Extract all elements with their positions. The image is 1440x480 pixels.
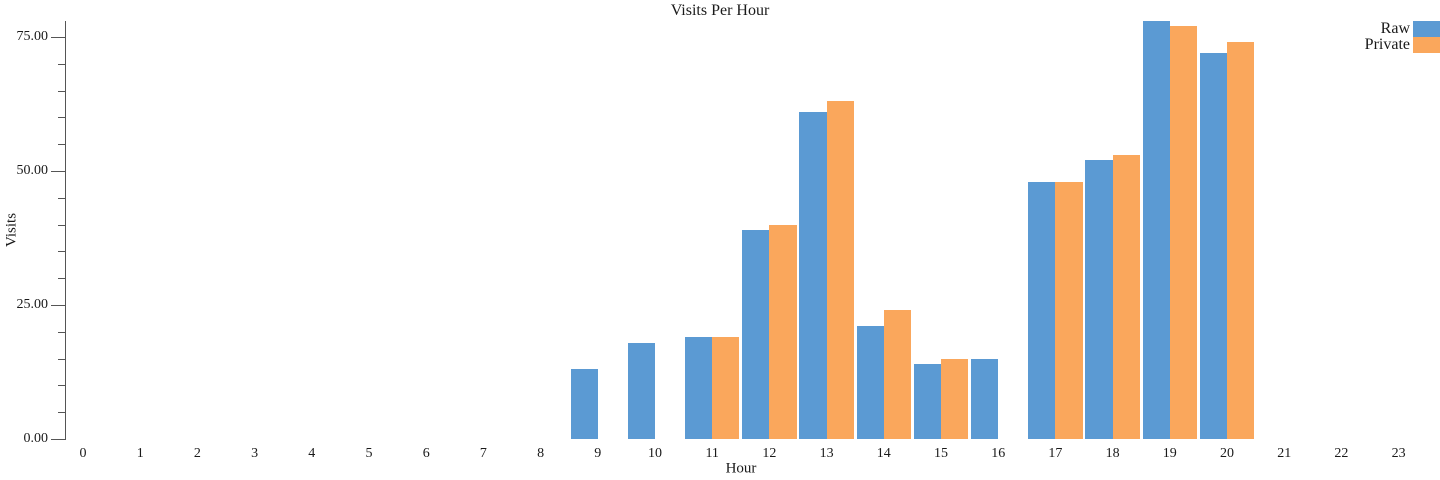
y-minor-tick bbox=[58, 198, 65, 199]
bar-private-hour-12 bbox=[769, 224, 797, 439]
x-tick-label: 2 bbox=[193, 446, 201, 461]
x-tick-label: 11 bbox=[705, 446, 719, 461]
y-minor-tick bbox=[58, 64, 65, 65]
x-tick-label: 3 bbox=[251, 446, 259, 461]
y-minor-tick bbox=[58, 332, 65, 333]
bar-raw-hour-16 bbox=[971, 358, 999, 439]
bar-private-hour-20 bbox=[1227, 42, 1255, 439]
y-minor-tick bbox=[58, 225, 65, 226]
x-tick-label: 7 bbox=[479, 446, 487, 461]
bar-raw-hour-14 bbox=[856, 326, 884, 439]
bar-raw-hour-15 bbox=[913, 364, 941, 439]
x-tick-label: 14 bbox=[876, 446, 891, 461]
bar-raw-hour-19 bbox=[1142, 20, 1170, 439]
bar-private-hour-14 bbox=[883, 310, 911, 439]
y-tick-label: 50.00 bbox=[16, 163, 49, 178]
x-tick-label: 12 bbox=[762, 446, 777, 461]
x-tick-label: 23 bbox=[1391, 446, 1406, 461]
x-axis-title: Hour bbox=[725, 460, 757, 477]
bar-raw-hour-18 bbox=[1085, 160, 1113, 439]
y-minor-tick bbox=[58, 359, 65, 360]
y-axis-title: Visits bbox=[3, 212, 20, 248]
x-tick-label: 1 bbox=[136, 446, 144, 461]
x-tick-label: 16 bbox=[991, 446, 1006, 461]
bar-raw-hour-20 bbox=[1199, 53, 1227, 439]
x-tick-label: 19 bbox=[1162, 446, 1177, 461]
x-tick-label: 22 bbox=[1334, 446, 1349, 461]
bar-private-hour-11 bbox=[712, 337, 740, 439]
x-tick-label: 9 bbox=[594, 446, 602, 461]
legend-item-private: Private bbox=[1365, 37, 1440, 53]
y-major-tick bbox=[51, 171, 65, 172]
x-tick-label: 4 bbox=[308, 446, 316, 461]
x-tick-label: 0 bbox=[79, 446, 87, 461]
bar-raw-hour-11 bbox=[685, 337, 713, 439]
bar-raw-hour-9 bbox=[570, 369, 598, 439]
bar-raw-hour-17 bbox=[1028, 181, 1056, 439]
bar-private-hour-19 bbox=[1169, 26, 1197, 439]
legend: Raw Private bbox=[1365, 21, 1440, 53]
y-minor-tick bbox=[58, 251, 65, 252]
y-minor-tick bbox=[58, 91, 65, 92]
x-tick-label: 20 bbox=[1220, 446, 1234, 461]
x-tick-label: 10 bbox=[648, 446, 662, 461]
y-minor-tick bbox=[58, 278, 65, 279]
legend-item-raw: Raw bbox=[1365, 21, 1440, 37]
y-axis-line bbox=[65, 21, 66, 440]
legend-label: Raw bbox=[1380, 20, 1410, 37]
legend-label: Private bbox=[1364, 36, 1410, 53]
x-tick-label: 6 bbox=[422, 446, 430, 461]
bar-private-hour-18 bbox=[1112, 154, 1140, 439]
bar-private-hour-15 bbox=[941, 358, 969, 439]
y-minor-tick bbox=[58, 144, 65, 145]
y-minor-tick bbox=[58, 412, 65, 413]
x-tick-label: 15 bbox=[934, 446, 948, 461]
y-minor-tick bbox=[58, 385, 65, 386]
y-major-tick bbox=[51, 37, 65, 38]
y-minor-tick bbox=[58, 117, 65, 118]
legend-swatch-private bbox=[1413, 37, 1440, 53]
y-major-tick bbox=[51, 305, 65, 306]
bar-raw-hour-12 bbox=[742, 230, 770, 439]
y-major-tick bbox=[51, 439, 65, 440]
y-tick-label: 0.00 bbox=[23, 431, 49, 446]
x-tick-label: 5 bbox=[365, 446, 373, 461]
x-tick-label: 8 bbox=[537, 446, 545, 461]
x-tick-label: 18 bbox=[1105, 446, 1120, 461]
x-tick-label: 13 bbox=[819, 446, 834, 461]
legend-swatch-raw bbox=[1413, 21, 1440, 37]
x-tick-label: 21 bbox=[1277, 446, 1292, 461]
bar-private-hour-13 bbox=[826, 101, 854, 439]
chart-title: Visits Per Hour bbox=[670, 2, 770, 19]
bar-private-hour-17 bbox=[1055, 181, 1083, 439]
bar-raw-hour-13 bbox=[799, 112, 827, 439]
bar-raw-hour-10 bbox=[627, 342, 655, 439]
x-tick-label: 17 bbox=[1048, 446, 1063, 461]
y-tick-label: 25.00 bbox=[16, 297, 49, 312]
y-tick-label: 75.00 bbox=[16, 29, 49, 44]
